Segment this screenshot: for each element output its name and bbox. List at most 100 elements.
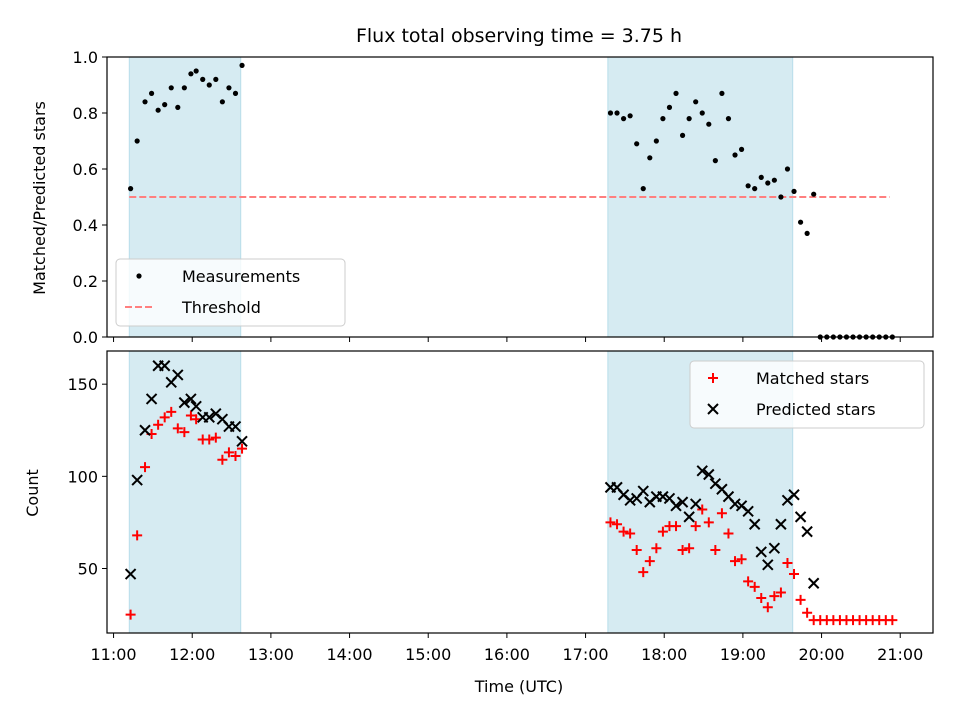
point-matched-stars-24 bbox=[644, 556, 655, 567]
point-predicted-stars-42 bbox=[762, 559, 774, 571]
point-matched-stars-23 bbox=[638, 567, 649, 578]
point-predicted-stars-37 bbox=[729, 498, 741, 510]
point-predicted-stars-29 bbox=[676, 496, 689, 508]
point-matched-stars-42 bbox=[762, 602, 773, 613]
point-predicted-stars-10 bbox=[190, 400, 202, 413]
point-predicted-stars-44 bbox=[775, 518, 787, 530]
point-matched-stars-47 bbox=[795, 594, 806, 605]
point-predicted-stars-8 bbox=[178, 396, 191, 409]
bottom-legend-marker-0 bbox=[708, 373, 718, 383]
point-matched-stars-8 bbox=[179, 427, 190, 438]
point-predicted-stars-43 bbox=[768, 542, 781, 554]
point-matched-stars-48 bbox=[802, 607, 813, 618]
point-measurements-49 bbox=[811, 191, 817, 197]
point-measurements-42 bbox=[765, 180, 771, 186]
point-measurements-39 bbox=[745, 183, 751, 189]
point-measurements-1 bbox=[134, 138, 140, 144]
point-matched-stars-39 bbox=[743, 576, 754, 587]
point-matched-stars-43 bbox=[769, 591, 780, 602]
point-measurements-34 bbox=[712, 158, 718, 164]
point-matched-stars-29 bbox=[677, 545, 688, 556]
point-matched-stars-6 bbox=[166, 406, 177, 417]
point-measurements-14 bbox=[219, 99, 225, 105]
point-measurements-33 bbox=[706, 121, 712, 127]
x-tick-label-10: 21:00 bbox=[877, 645, 923, 664]
point-measurements-0 bbox=[128, 186, 134, 192]
top-panel: 0.0 0.2 0.4 0.6 0.8 1.0 Measurements Threshold bbox=[73, 48, 934, 347]
point-matched-stars-17 bbox=[237, 443, 248, 454]
bottom-legend-label-0: Matched stars bbox=[756, 369, 869, 388]
x-tick-label-5: 16:00 bbox=[484, 645, 530, 664]
point-matched-stars-1 bbox=[132, 530, 143, 541]
point-predicted-stars-32 bbox=[696, 465, 708, 477]
point-matched-stars-4 bbox=[153, 419, 164, 430]
point-predicted-stars-49 bbox=[807, 577, 820, 589]
point-measurements-43 bbox=[771, 177, 777, 183]
x-tick-label-4: 15:00 bbox=[405, 645, 451, 664]
point-matched-stars-46 bbox=[789, 569, 800, 580]
x-tick-label-3: 14:00 bbox=[327, 645, 373, 664]
point-matched-stars-13 bbox=[210, 432, 221, 443]
point-measurements-28 bbox=[673, 90, 679, 96]
point-predicted-stars-7 bbox=[172, 369, 184, 381]
point-predicted-stars-21 bbox=[624, 494, 636, 507]
point-predicted-stars-30 bbox=[683, 511, 695, 523]
point-predicted-stars-26 bbox=[657, 490, 669, 503]
point-measurements-44 bbox=[778, 194, 784, 200]
point-measurements-2 bbox=[142, 99, 148, 105]
point-measurements-41 bbox=[758, 174, 764, 180]
point-predicted-stars-40 bbox=[748, 518, 761, 530]
point-matched-stars-26 bbox=[657, 526, 668, 537]
point-measurements-9 bbox=[188, 71, 194, 77]
point-measurements-27 bbox=[666, 104, 673, 110]
point-measurements-47 bbox=[797, 219, 804, 225]
point-predicted-stars-41 bbox=[755, 546, 767, 558]
point-matched-stars-41 bbox=[756, 592, 767, 603]
top-y-axis-label: Matched/Predicted stars bbox=[30, 101, 49, 295]
point-predicted-stars-28 bbox=[670, 500, 682, 512]
point-matched-stars-61 bbox=[887, 615, 898, 626]
point-measurements-22 bbox=[634, 141, 640, 147]
point-measurements-35 bbox=[719, 90, 725, 96]
point-matched-stars-30 bbox=[684, 543, 695, 554]
point-measurements-23 bbox=[640, 186, 646, 192]
top-legend bbox=[115, 258, 346, 327]
point-predicted-stars-16 bbox=[229, 420, 242, 433]
point-measurements-15 bbox=[226, 85, 232, 91]
point-measurements-7 bbox=[175, 104, 181, 110]
point-matched-stars-7 bbox=[172, 423, 183, 434]
point-matched-stars-12 bbox=[204, 434, 215, 445]
point-predicted-stars-31 bbox=[689, 498, 702, 510]
y-tick-label-0-3: 0.6 bbox=[73, 160, 98, 179]
point-measurements-4 bbox=[155, 107, 161, 113]
point-measurements-3 bbox=[148, 90, 155, 96]
point-measurements-11 bbox=[200, 76, 206, 82]
point-measurements-36 bbox=[725, 116, 732, 122]
point-measurements-13 bbox=[213, 76, 219, 82]
axes-frame-0 bbox=[106, 56, 934, 338]
point-measurements-17 bbox=[239, 62, 245, 68]
point-matched-stars-22 bbox=[631, 545, 642, 556]
point-measurements-6 bbox=[168, 85, 174, 91]
point-matched-stars-31 bbox=[690, 521, 701, 532]
point-matched-stars-19 bbox=[612, 519, 623, 530]
point-matched-stars-38 bbox=[736, 554, 747, 565]
point-measurements-18 bbox=[607, 110, 614, 116]
shaded-interval-1-0 bbox=[128, 350, 242, 634]
point-measurements-12 bbox=[206, 82, 212, 88]
point-predicted-stars-12 bbox=[203, 411, 215, 424]
point-matched-stars-36 bbox=[723, 528, 734, 539]
point-matched-stars-34 bbox=[710, 545, 721, 556]
point-measurements-16 bbox=[232, 90, 239, 96]
y-tick-label-0-0: 0.0 bbox=[73, 328, 98, 347]
point-measurements-45 bbox=[784, 166, 791, 172]
bottom-panel: 50 100 150 11:00 12:00 13:00 14:00 15:00 16:00 17… bbox=[67, 350, 934, 664]
point-matched-stars-40 bbox=[749, 581, 760, 592]
point-measurements-25 bbox=[653, 138, 659, 144]
point-matched-stars-15 bbox=[223, 447, 234, 458]
point-measurements-37 bbox=[732, 152, 738, 158]
point-matched-stars-44 bbox=[775, 587, 786, 598]
chart-title: Flux total observing time = 3.75 h bbox=[356, 25, 682, 47]
point-matched-stars-35 bbox=[716, 508, 727, 519]
point-predicted-stars-46 bbox=[788, 489, 800, 501]
